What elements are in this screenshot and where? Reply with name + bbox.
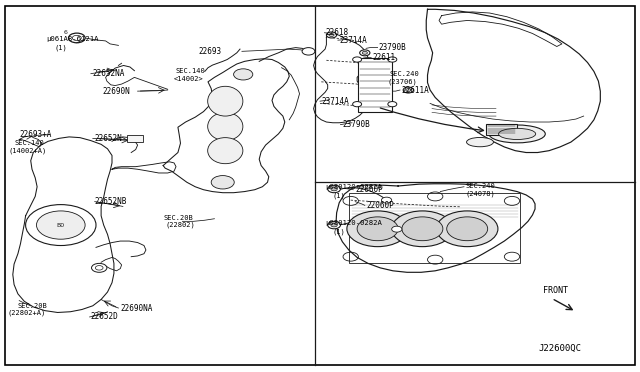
Ellipse shape: [499, 128, 536, 140]
Text: SEC.140: SEC.140: [14, 140, 44, 146]
Text: µ080120-0282A: µ080120-0282A: [325, 185, 382, 190]
Ellipse shape: [207, 112, 243, 141]
Circle shape: [388, 102, 397, 107]
Text: (22802): (22802): [165, 222, 195, 228]
Circle shape: [406, 89, 411, 92]
Text: (24078): (24078): [466, 190, 495, 197]
Text: 22060P: 22060P: [356, 185, 383, 194]
Text: SEC.140: SEC.140: [176, 68, 205, 74]
Bar: [358, 58, 392, 112]
Text: 22693: 22693: [198, 47, 221, 56]
Bar: [127, 135, 143, 142]
Circle shape: [68, 33, 85, 43]
Text: µ061A8-6121A: µ061A8-6121A: [46, 36, 99, 42]
Circle shape: [447, 217, 488, 241]
Circle shape: [402, 217, 443, 241]
Ellipse shape: [207, 138, 243, 164]
Text: J22600QC: J22600QC: [538, 344, 581, 353]
Text: SEC.20B: SEC.20B: [18, 303, 47, 309]
Circle shape: [36, 211, 85, 239]
Text: 22690NA: 22690NA: [120, 304, 153, 312]
Text: 23714A: 23714A: [339, 36, 367, 45]
Text: 23790B: 23790B: [342, 120, 370, 129]
Text: 23714A: 23714A: [321, 97, 349, 106]
Circle shape: [211, 176, 234, 189]
Ellipse shape: [207, 86, 243, 116]
Text: 22611: 22611: [372, 53, 396, 62]
Circle shape: [353, 57, 362, 62]
Text: (23706): (23706): [388, 78, 417, 85]
Text: (14002+A): (14002+A): [8, 147, 47, 154]
Circle shape: [92, 263, 107, 272]
Circle shape: [436, 211, 498, 247]
Text: FRONT: FRONT: [543, 286, 568, 295]
Circle shape: [234, 69, 253, 80]
Bar: [486, 124, 517, 135]
Text: 22618: 22618: [325, 28, 348, 37]
Text: SEC.20B: SEC.20B: [163, 215, 193, 221]
Text: 23790B: 23790B: [379, 43, 406, 52]
Text: SEC.240: SEC.240: [389, 71, 419, 77]
Circle shape: [403, 87, 413, 93]
Text: 22611A: 22611A: [402, 86, 429, 94]
Circle shape: [331, 187, 337, 191]
Text: (1): (1): [333, 228, 346, 235]
Text: (1): (1): [54, 44, 67, 51]
Text: µ080120-0282A: µ080120-0282A: [325, 220, 382, 226]
Text: 22060P: 22060P: [366, 201, 394, 210]
Circle shape: [328, 185, 340, 193]
Circle shape: [331, 223, 337, 227]
Circle shape: [95, 266, 103, 270]
Text: <14002>: <14002>: [174, 76, 204, 82]
Circle shape: [347, 211, 408, 247]
Text: 22652NA: 22652NA: [93, 69, 125, 78]
Bar: [349, 193, 520, 263]
Circle shape: [326, 32, 337, 38]
Text: SEC.240: SEC.240: [466, 183, 495, 189]
Circle shape: [329, 33, 334, 36]
Text: 22652D: 22652D: [91, 312, 118, 321]
Circle shape: [357, 217, 398, 241]
Circle shape: [302, 48, 315, 55]
Circle shape: [72, 35, 81, 41]
Circle shape: [360, 50, 370, 56]
Circle shape: [353, 102, 362, 107]
Ellipse shape: [489, 125, 545, 143]
Circle shape: [328, 221, 340, 229]
Text: B0: B0: [57, 222, 65, 228]
Circle shape: [392, 226, 402, 232]
Text: 22693+A: 22693+A: [19, 130, 52, 139]
Circle shape: [392, 211, 453, 247]
Ellipse shape: [467, 137, 493, 147]
Text: 22652N: 22652N: [95, 134, 122, 143]
Text: (22802+A): (22802+A): [8, 310, 46, 317]
Circle shape: [381, 197, 392, 203]
Text: 22690N: 22690N: [102, 87, 130, 96]
Circle shape: [388, 57, 397, 62]
Circle shape: [362, 51, 367, 54]
Text: (1): (1): [333, 192, 346, 199]
Text: 22652NB: 22652NB: [95, 197, 127, 206]
Text: 6: 6: [63, 30, 67, 35]
